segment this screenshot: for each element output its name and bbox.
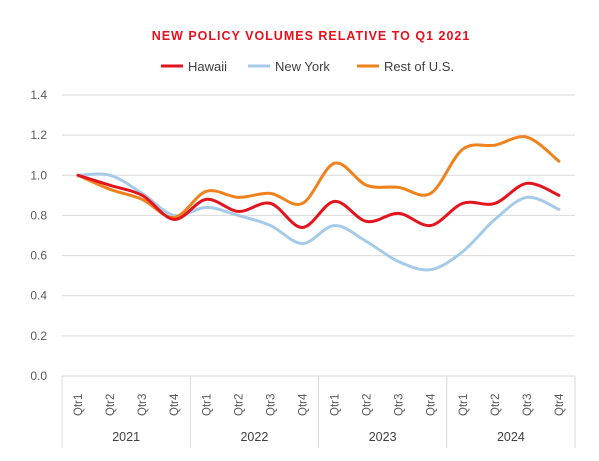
group-label: 2023 xyxy=(369,430,397,444)
y-tick-label: 0.8 xyxy=(30,208,47,222)
x-tick-label: Qtr4 xyxy=(426,393,438,416)
y-tick-label: 0.0 xyxy=(30,369,47,383)
y-axis: 0.0 0.2 0.4 0.6 0.8 1.0 1.2 1.4 xyxy=(30,88,47,383)
group-label: 2024 xyxy=(497,430,525,444)
x-tick-label: Qtr1 xyxy=(201,394,213,416)
group-label: 2022 xyxy=(240,430,268,444)
x-tick-label: Qtr2 xyxy=(105,394,117,416)
y-tick-label: 0.4 xyxy=(30,289,47,303)
x-tick-label: Qtr2 xyxy=(233,394,245,416)
x-tick-label: Qtr4 xyxy=(297,393,309,416)
chart-title: NEW POLICY VOLUMES RELATIVE TO Q1 2021 xyxy=(152,29,471,43)
x-tick-label: Qtr3 xyxy=(394,394,406,416)
x-tick-label: Qtr3 xyxy=(265,394,277,416)
x-tick-label: Qtr3 xyxy=(522,394,534,416)
y-tick-label: 1.0 xyxy=(30,168,47,182)
y-tick-label: 0.6 xyxy=(30,249,47,263)
x-tick-label: Qtr3 xyxy=(137,394,149,416)
series-line-new-york xyxy=(76,172,561,272)
legend-label-rest-of-u-s: Rest of U.S. xyxy=(384,59,454,74)
y-tick-label: 1.2 xyxy=(30,128,47,142)
series-lines xyxy=(76,135,561,272)
legend-label-new-york: New York xyxy=(275,59,330,74)
series-line-hawaii xyxy=(76,173,561,229)
grid xyxy=(62,94,575,377)
x-tick-label: Qtr4 xyxy=(169,393,181,416)
x-tick-label: Qtr1 xyxy=(73,394,85,416)
x-tick-label: Qtr2 xyxy=(490,394,502,416)
y-tick-label: 0.2 xyxy=(30,329,47,343)
x-tick-label: Qtr1 xyxy=(330,394,342,416)
legend: Hawaii New York Rest of U.S. xyxy=(161,59,454,74)
x-tick-label: Qtr2 xyxy=(362,394,374,416)
y-tick-label: 1.4 xyxy=(30,88,47,102)
x-tick-label: Qtr1 xyxy=(458,394,470,416)
x-tick-label: Qtr4 xyxy=(554,393,566,416)
x-axis: Qtr1 Qtr2 Qtr3 Qtr4 Qtr1 Qtr2 Qtr3 Qtr4 Qtr1 Qtr2… xyxy=(61,376,576,448)
legend-label-hawaii: Hawaii xyxy=(188,59,227,74)
group-label: 2021 xyxy=(112,430,140,444)
